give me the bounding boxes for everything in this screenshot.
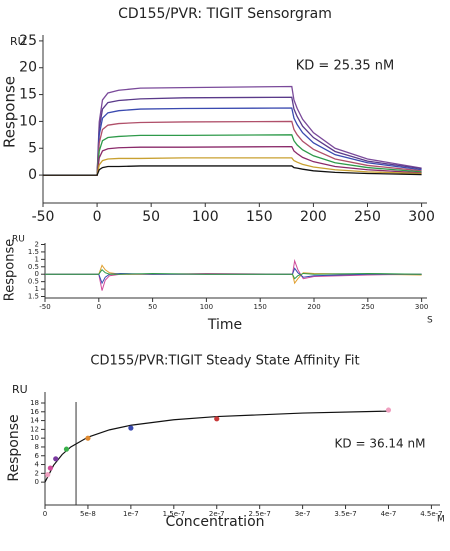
y-unit: RU [12, 235, 25, 245]
data-line [43, 107, 422, 176]
x-tick-label: 5e-8 [80, 510, 96, 518]
x-tick-label: 150 [246, 209, 273, 225]
x-tick-label: 150 [254, 303, 267, 311]
data-point [85, 435, 91, 441]
y-tick-label: 2 [35, 240, 39, 248]
x-tick-label: 250 [354, 209, 381, 225]
x-tick-label: 200 [307, 303, 320, 311]
chart-title: CD155/PVR: TIGIT Sensorgram [118, 6, 332, 22]
y-tick-label: 0 [35, 478, 39, 486]
chart-title: CD155/PVR:TIGIT Steady State Affinity Fi… [90, 354, 359, 369]
data-line [43, 120, 422, 176]
x-tick-label: -50 [32, 209, 55, 225]
x-tick-label: 2.5e-7 [248, 510, 270, 518]
data-line [43, 157, 422, 176]
y-tick-label: 18 [30, 399, 39, 407]
y-unit: RU [12, 383, 28, 396]
y-tick-label: 14 [30, 417, 39, 425]
data-point [63, 446, 70, 452]
x-axis-label: Concentration [165, 514, 264, 530]
y-axis-label: Response [3, 239, 18, 301]
data-line [45, 258, 422, 291]
data-line [43, 85, 422, 176]
data-line [43, 165, 422, 176]
y-tick-label: 1.5 [28, 248, 39, 256]
x-tick-label: 4e-7 [381, 510, 397, 518]
annotation: KD = 36.14 nM [335, 437, 426, 451]
y-tick-label: 25 [19, 33, 37, 49]
y-tick-label: 0.5 [28, 278, 39, 286]
x-tick-label: 0 [43, 510, 47, 518]
data-line [45, 269, 422, 280]
y-tick-label: 1 [35, 285, 39, 293]
y-tick-label: 4 [35, 461, 40, 469]
x-tick-label: 50 [142, 209, 160, 225]
annotation: KD = 25.35 nM [296, 59, 395, 74]
x-tick-label: 3e-7 [295, 510, 311, 518]
data-point [53, 456, 59, 462]
y-tick-label: 2 [35, 469, 39, 477]
data-point [47, 465, 53, 471]
x-tick-label: 0 [97, 303, 101, 311]
y-tick-label: 8 [35, 443, 39, 451]
x-axis-label: Time [207, 317, 242, 333]
y-axis-label: Response [1, 76, 19, 148]
y-tick-label: 0 [35, 270, 39, 278]
y-tick-label: 6 [35, 452, 40, 460]
x-tick-label: 200 [300, 209, 327, 225]
y-tick-label: 5 [28, 140, 37, 156]
y-tick-label: 1.5 [28, 293, 39, 301]
y-tick-label: 0.5 [28, 263, 39, 271]
y-tick-label: 10 [30, 434, 39, 442]
x-tick-label: 300 [408, 209, 435, 225]
data-point [128, 425, 134, 431]
y-tick-label: 10 [19, 113, 37, 129]
x-tick-label: 1.5e-7 [163, 510, 185, 518]
data-line [43, 96, 422, 176]
x-tick-label: 1e-7 [123, 510, 139, 518]
x-tick-label: 2e-7 [209, 510, 225, 518]
y-axis-label: Response [6, 414, 22, 481]
x-tick-label: -50 [39, 303, 50, 311]
x-tick-label: 0 [93, 209, 102, 225]
y-tick-label: 1 [35, 255, 39, 263]
x-tick-label: 50 [148, 303, 157, 311]
y-tick-label: 0 [28, 167, 37, 183]
x-tick-label: 300 [415, 303, 428, 311]
y-tick-label: 16 [30, 408, 39, 416]
data-line [43, 134, 422, 176]
y-tick-label: 15 [19, 87, 37, 103]
x-tick-label: 100 [192, 209, 219, 225]
y-tick-label: 12 [30, 425, 39, 433]
x-tick-label: 4.5e-7 [420, 510, 442, 518]
fit-curve [44, 410, 389, 483]
x-tick-label: 250 [361, 303, 374, 311]
data-point [385, 407, 392, 413]
x-tick-label: 100 [200, 303, 213, 311]
x-unit: S [427, 316, 433, 326]
y-tick-label: 20 [19, 60, 37, 76]
data-line [43, 145, 422, 176]
data-point [45, 472, 51, 478]
y-unit: RU [10, 35, 26, 48]
x-unit: M [437, 515, 445, 525]
data-point [214, 416, 220, 422]
x-tick-label: 3.5e-7 [334, 510, 356, 518]
